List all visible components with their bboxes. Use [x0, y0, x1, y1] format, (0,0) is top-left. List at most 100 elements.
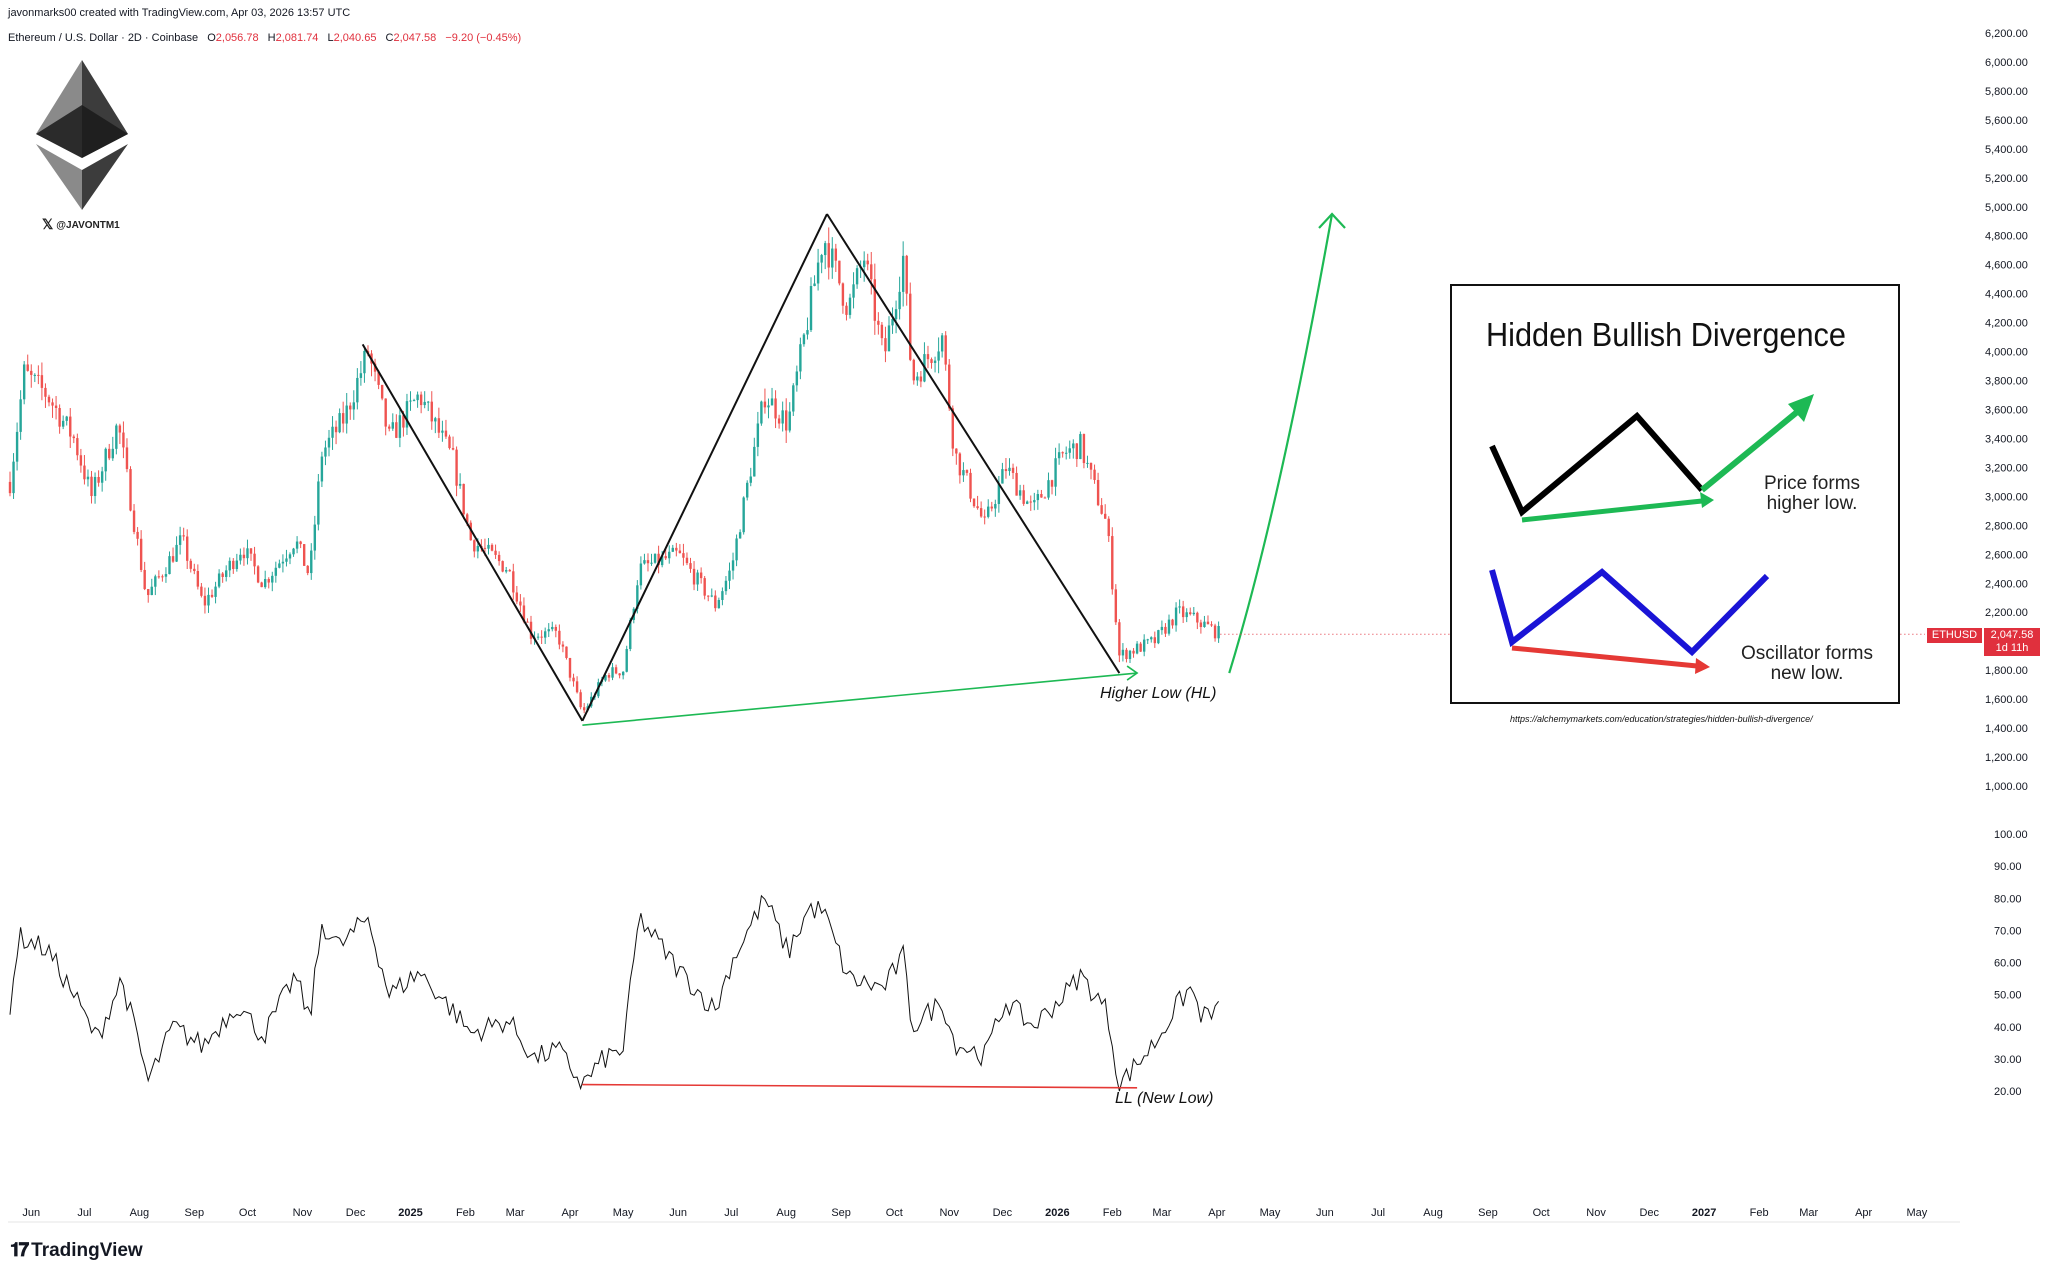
time-axis-tick-label: Apr: [561, 1207, 578, 1219]
candle-body: [1139, 643, 1142, 652]
candle-body: [724, 580, 728, 592]
candle-body: [717, 599, 721, 609]
candle-body: [944, 335, 947, 365]
open-label: O: [207, 32, 216, 44]
candle-body: [295, 541, 299, 549]
candle-body: [901, 255, 905, 292]
candle-body: [285, 558, 288, 562]
candle-body: [1068, 448, 1071, 453]
candle-body: [136, 531, 139, 539]
chart-credit: javonmarks00 created with TradingView.co…: [8, 7, 351, 19]
candle-body: [341, 413, 345, 424]
candle-body: [994, 504, 997, 509]
candle-body: [561, 644, 565, 647]
candle-body: [515, 592, 519, 602]
candle-body: [551, 626, 554, 630]
price-axis-tick-label: 6,200.00: [1985, 28, 2028, 40]
inset-price-caption-1: Price forms: [1763, 473, 1861, 494]
tradingview-brand[interactable]: 𝟏𝟕 TradingView: [10, 1240, 143, 1262]
candle-body: [129, 469, 132, 511]
candle-body: [164, 574, 168, 577]
author-handle[interactable]: 𝕏 @JAVONTM1: [42, 216, 120, 233]
price-axis-tick-label: 2,600.00: [1985, 549, 2028, 561]
candle-body: [115, 425, 118, 449]
candle-body: [178, 535, 182, 545]
candle-body: [8, 481, 12, 494]
candle-body: [636, 585, 639, 609]
price-axis-tick-label: 5,400.00: [1985, 144, 2028, 156]
time-axis-tick-label: Oct: [886, 1207, 903, 1219]
candle-body: [288, 554, 292, 559]
candle-body: [845, 305, 848, 315]
candle-body: [579, 692, 582, 708]
candle-body: [221, 573, 224, 577]
candle-body: [1111, 536, 1114, 590]
candle-body: [770, 398, 774, 406]
candle-body: [1008, 467, 1011, 472]
candle-body: [1132, 650, 1135, 654]
candle-body: [363, 350, 366, 374]
time-axis-tick-label: Sep: [831, 1207, 851, 1219]
candle-body: [444, 430, 448, 437]
oscillator-axis-tick-label: 40.00: [1994, 1022, 2022, 1034]
candle-body: [246, 548, 249, 559]
candle-body: [100, 471, 104, 483]
candle-body: [820, 255, 823, 263]
candle-body: [707, 595, 710, 597]
symbol-title: Ethereum / U.S. Dollar · 2D · Coinbase: [8, 32, 199, 44]
time-axis-tick-label: Sep: [185, 1207, 205, 1219]
candle-body: [1072, 443, 1075, 449]
candle-body: [377, 371, 380, 385]
inset-source-link[interactable]: https://alchemymarkets.com/education/str…: [1510, 714, 1813, 724]
candle-body: [193, 568, 196, 572]
projection-curve: [1228, 213, 1334, 674]
candle-body: [171, 556, 175, 562]
candle-body: [767, 405, 770, 408]
candle-body: [349, 405, 352, 410]
candle-body: [678, 550, 682, 554]
candle-body: [1033, 500, 1036, 503]
candle-body: [210, 594, 214, 597]
candle-body: [33, 374, 37, 376]
candle-body: [543, 631, 547, 638]
candle-body: [1150, 637, 1153, 640]
candle-body: [891, 319, 894, 326]
candle-body: [823, 243, 827, 256]
time-axis-tick-label: 2026: [1045, 1207, 1069, 1219]
candle-body: [692, 568, 696, 585]
price-axis-tick-label: 3,000.00: [1985, 491, 2028, 503]
candle-body: [409, 400, 412, 402]
candle-body: [650, 562, 653, 564]
candle-body: [873, 279, 877, 321]
candle-body: [125, 447, 129, 470]
candle-body: [1100, 505, 1103, 514]
candle-body: [614, 667, 618, 674]
candle-body: [852, 284, 855, 298]
candle-body: [1185, 612, 1188, 618]
candle-body: [983, 516, 986, 518]
candle-body: [841, 283, 845, 306]
candle-body: [458, 483, 462, 486]
candle-body: [398, 415, 402, 438]
candle-body: [721, 591, 724, 600]
candle-body: [487, 544, 490, 549]
candle-body: [402, 415, 405, 428]
candle-body: [774, 398, 777, 419]
candle-body: [299, 541, 302, 545]
symbol-legend[interactable]: Ethereum / U.S. Dollar · 2D · Coinbase O…: [8, 32, 521, 44]
candle-body: [714, 595, 717, 609]
candle-body: [703, 578, 706, 596]
candle-body: [232, 560, 235, 570]
candle-body: [423, 401, 426, 406]
candle-body: [788, 411, 791, 431]
candle-body: [1142, 639, 1146, 652]
candle-body: [76, 438, 79, 456]
price-tag-value-box: 2,047.58 1d 11h: [1984, 628, 2040, 656]
time-axis-tick-label: Dec: [993, 1207, 1013, 1219]
candle-body: [1065, 452, 1068, 454]
candle-body: [1093, 469, 1096, 480]
candle-body: [806, 330, 809, 335]
candle-body: [83, 465, 86, 480]
